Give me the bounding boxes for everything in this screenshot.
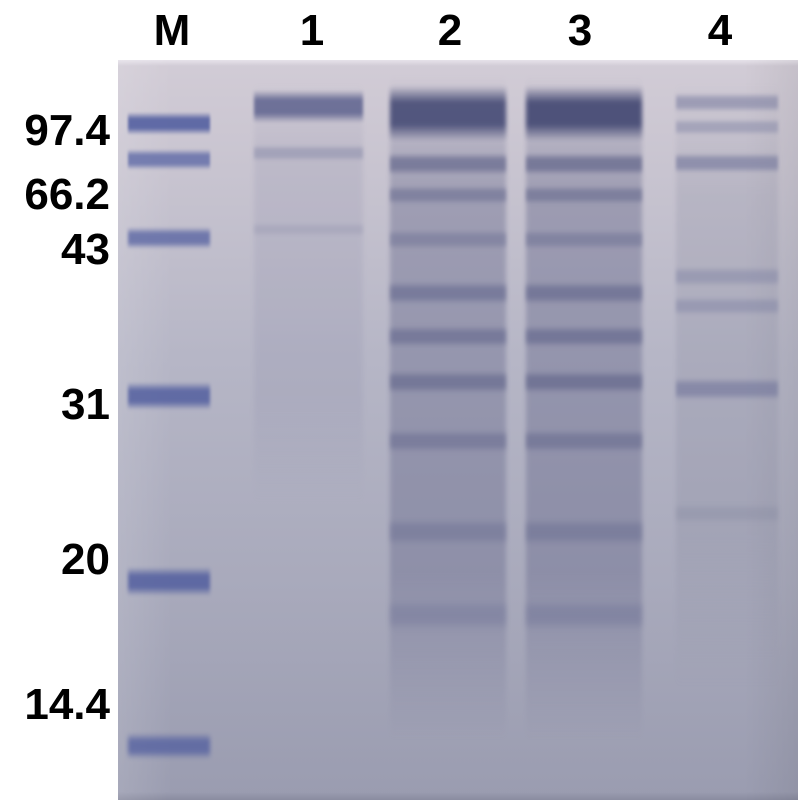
lane-2-band-3 bbox=[390, 230, 506, 249]
lane-2-band-9 bbox=[390, 600, 506, 630]
lane-3 bbox=[526, 60, 642, 800]
lane-header-3: 3 bbox=[568, 6, 592, 56]
lane-3-band-0 bbox=[526, 86, 642, 142]
lane-4-band-3 bbox=[676, 267, 778, 286]
lane-1-band-1 bbox=[254, 145, 363, 161]
lane-4-band-0 bbox=[676, 93, 778, 112]
lane-4-band-6 bbox=[676, 504, 778, 523]
lane-1-band-0 bbox=[254, 90, 363, 123]
lane-M bbox=[128, 60, 210, 800]
lane-M-band-5 bbox=[128, 733, 210, 759]
lane-1 bbox=[254, 60, 363, 800]
lane-2-band-2 bbox=[390, 186, 506, 205]
lane-3-band-6 bbox=[526, 371, 642, 393]
lane-3-smear bbox=[526, 75, 642, 741]
lane-M-band-4 bbox=[128, 567, 210, 597]
lane-3-band-2 bbox=[526, 186, 642, 205]
lane-3-band-7 bbox=[526, 430, 642, 452]
lane-header-4: 4 bbox=[708, 6, 732, 56]
lane-2-band-0 bbox=[390, 86, 506, 142]
lane-M-band-3 bbox=[128, 382, 210, 410]
gel-area bbox=[118, 60, 798, 800]
mw-label-97-4: 97.4 bbox=[0, 106, 110, 156]
lane-2-band-6 bbox=[390, 371, 506, 393]
mw-label-14-4: 14.4 bbox=[0, 680, 110, 730]
lane-2 bbox=[390, 60, 506, 800]
lane-4-band-1 bbox=[676, 119, 778, 135]
lane-3-band-8 bbox=[526, 519, 642, 545]
mw-label-20: 20 bbox=[0, 535, 110, 585]
lane-2-smear bbox=[390, 75, 506, 741]
lane-2-band-5 bbox=[390, 326, 506, 347]
lane-3-band-9 bbox=[526, 600, 642, 630]
lane-2-band-1 bbox=[390, 153, 506, 175]
lane-3-band-1 bbox=[526, 153, 642, 175]
lane-M-band-2 bbox=[128, 227, 210, 249]
mw-label-43: 43 bbox=[0, 225, 110, 275]
lane-2-band-4 bbox=[390, 282, 506, 304]
lane-4 bbox=[676, 60, 778, 800]
lane-3-band-3 bbox=[526, 230, 642, 249]
lane-2-band-8 bbox=[390, 519, 506, 545]
lane-3-band-4 bbox=[526, 282, 642, 304]
gel-figure: M 1 2 3 4 97.4 66.2 43 31 20 14.4 bbox=[0, 0, 810, 808]
lane-M-band-1 bbox=[128, 149, 210, 170]
lane-1-band-2 bbox=[254, 223, 363, 236]
lane-header-2: 2 bbox=[438, 6, 462, 56]
lane-4-band-4 bbox=[676, 297, 778, 316]
lane-header-1: 1 bbox=[300, 6, 324, 56]
lane-4-band-5 bbox=[676, 378, 778, 400]
lane-2-band-7 bbox=[390, 430, 506, 452]
mw-label-31: 31 bbox=[0, 380, 110, 430]
mw-label-66-2: 66.2 bbox=[0, 170, 110, 220]
lane-4-band-2 bbox=[676, 153, 778, 174]
lane-header-M: M bbox=[154, 6, 191, 56]
lane-M-band-0 bbox=[128, 112, 210, 136]
lane-3-band-5 bbox=[526, 326, 642, 347]
